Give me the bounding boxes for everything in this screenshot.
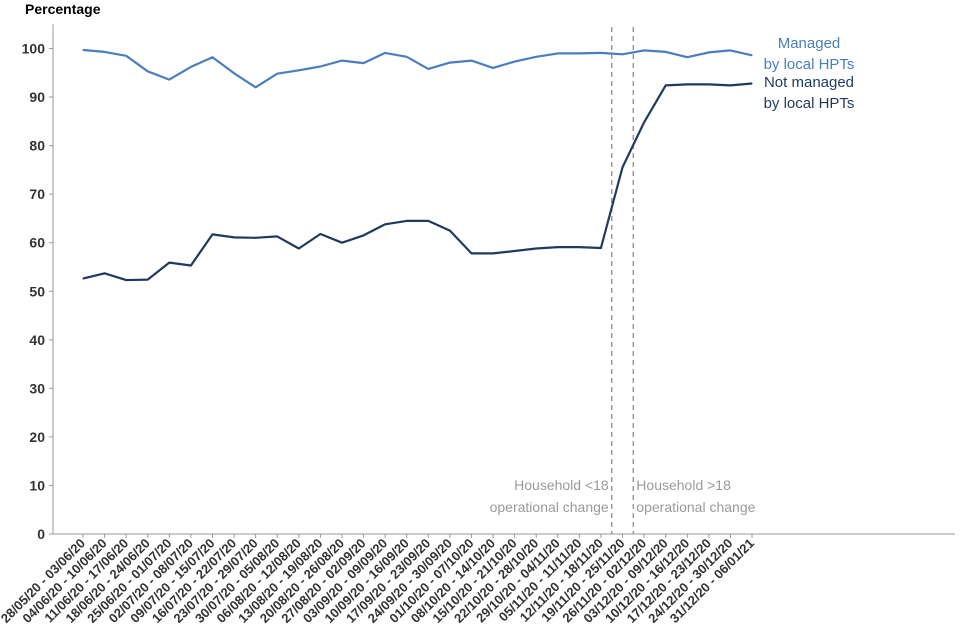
y-tick-label: 80 bbox=[29, 138, 45, 154]
data-point bbox=[103, 272, 106, 274]
data-point bbox=[557, 246, 559, 248]
data-point bbox=[147, 278, 149, 281]
y-tick-label: 60 bbox=[29, 235, 45, 251]
data-point bbox=[643, 49, 645, 52]
data-point bbox=[492, 252, 494, 254]
data-point bbox=[600, 247, 602, 249]
data-point bbox=[729, 84, 732, 86]
data-point bbox=[557, 52, 559, 54]
data-point bbox=[751, 54, 753, 56]
data-point bbox=[406, 220, 408, 222]
series-label: by local HPTs bbox=[764, 56, 855, 73]
data-point bbox=[751, 82, 753, 85]
data-point bbox=[578, 246, 580, 248]
data-point bbox=[190, 66, 192, 68]
y-tick-label: 90 bbox=[29, 89, 45, 105]
data-point bbox=[233, 72, 235, 74]
data-point bbox=[211, 56, 214, 58]
data-point bbox=[470, 252, 473, 254]
data-point bbox=[125, 279, 127, 281]
data-point bbox=[341, 60, 343, 62]
y-tick-label: 50 bbox=[29, 283, 45, 299]
y-tick-label: 100 bbox=[22, 41, 46, 57]
data-point bbox=[514, 250, 516, 252]
y-tick-label: 70 bbox=[29, 186, 45, 202]
data-point bbox=[621, 166, 624, 169]
data-point bbox=[298, 69, 300, 71]
data-point bbox=[470, 60, 473, 62]
data-point bbox=[427, 68, 429, 70]
y-tick-label: 30 bbox=[29, 380, 45, 396]
data-point bbox=[514, 61, 516, 63]
data-point bbox=[578, 52, 580, 54]
data-point bbox=[665, 51, 667, 53]
y-tick-label: 10 bbox=[29, 477, 45, 493]
data-point bbox=[168, 78, 170, 81]
data-point bbox=[125, 55, 127, 57]
data-point bbox=[82, 49, 84, 51]
y-tick-label: 40 bbox=[29, 332, 45, 348]
series-label: Not managed bbox=[764, 74, 854, 91]
annotation-label: operational change bbox=[490, 499, 609, 515]
data-point bbox=[427, 220, 429, 222]
series-line bbox=[82, 48, 753, 89]
annotation-label: operational change bbox=[636, 499, 755, 515]
data-point bbox=[82, 278, 84, 280]
data-point bbox=[298, 247, 300, 250]
data-point bbox=[686, 83, 688, 86]
data-point bbox=[319, 65, 321, 68]
data-point bbox=[211, 233, 214, 236]
series-line bbox=[82, 82, 753, 282]
data-point bbox=[341, 242, 343, 244]
series-label: Managed bbox=[778, 35, 841, 52]
data-point bbox=[103, 51, 106, 53]
data-point bbox=[276, 235, 278, 237]
data-point bbox=[492, 67, 494, 69]
data-point bbox=[449, 61, 451, 64]
data-point bbox=[255, 86, 257, 88]
data-point bbox=[255, 237, 257, 239]
data-point bbox=[233, 236, 235, 238]
data-point bbox=[362, 234, 365, 237]
data-point bbox=[319, 233, 321, 235]
data-point bbox=[686, 56, 688, 58]
data-point bbox=[168, 262, 170, 264]
data-point bbox=[535, 247, 537, 250]
annotation-label: Household <18 bbox=[514, 477, 609, 493]
data-point bbox=[665, 84, 667, 86]
annotation-label: Household >18 bbox=[636, 477, 731, 493]
y-tick-label: 0 bbox=[37, 526, 45, 542]
data-point bbox=[276, 73, 278, 75]
data-point bbox=[535, 56, 537, 58]
data-point bbox=[362, 62, 365, 64]
data-point bbox=[147, 70, 149, 72]
data-point bbox=[729, 49, 732, 52]
y-axis-title: Percentage bbox=[25, 1, 101, 17]
data-point bbox=[384, 52, 386, 54]
y-tick-label: 20 bbox=[29, 429, 45, 445]
data-point bbox=[708, 51, 710, 53]
data-point bbox=[600, 52, 602, 54]
data-point bbox=[708, 83, 710, 86]
data-point bbox=[384, 223, 386, 225]
data-point bbox=[643, 121, 645, 123]
data-point bbox=[621, 53, 624, 55]
data-point bbox=[449, 229, 451, 232]
data-point bbox=[190, 264, 192, 267]
data-point bbox=[406, 56, 408, 58]
series-label: by local HPTs bbox=[764, 95, 855, 112]
